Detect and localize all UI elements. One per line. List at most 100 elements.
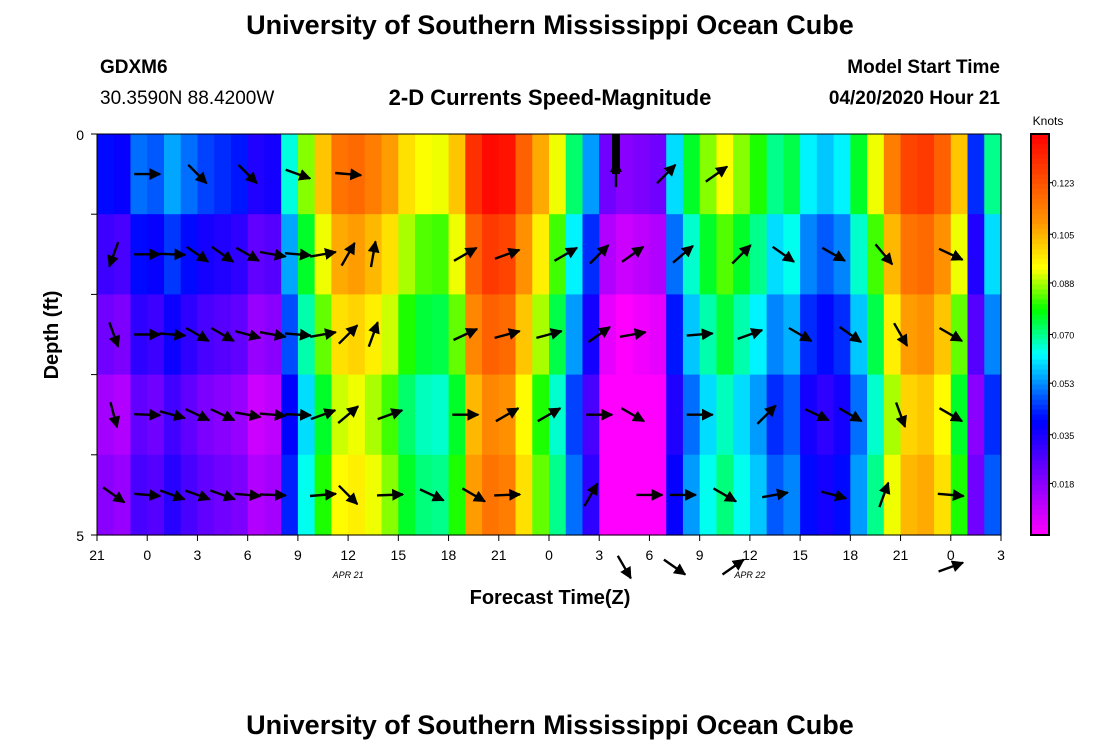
heatmap-cell [783, 134, 801, 215]
heatmap-cell [515, 454, 533, 536]
heatmap-cell [415, 294, 433, 376]
heatmap-cell [867, 134, 885, 215]
colorbar-segment [1031, 259, 1049, 265]
y-tick-label: 5 [76, 528, 84, 544]
current-vector-arrow [537, 407, 562, 423]
heatmap-cell [716, 134, 734, 215]
y-axis-label: Depth (ft) [41, 291, 63, 380]
heatmap-cell [348, 454, 366, 536]
colorbar-segment [1031, 399, 1049, 406]
current-vector-arrow [938, 247, 964, 261]
heatmap-cell [783, 294, 801, 376]
y-ticks: 0 5 [76, 127, 84, 544]
colorbar-segment [1031, 449, 1049, 456]
heatmap-cell [649, 214, 667, 295]
heatmap-cell [883, 374, 902, 456]
x-tick-label: 15 [792, 547, 808, 563]
heatmap-cell [113, 294, 132, 376]
colorbar-segment [1031, 374, 1049, 381]
x-tick-label: 21 [491, 547, 507, 563]
colorbar-segment [1031, 269, 1049, 275]
heatmap-cell [482, 214, 500, 295]
colorbar-segment [1031, 514, 1049, 521]
current-vector-arrow [134, 408, 162, 421]
heatmap-cell [448, 294, 466, 376]
colorbar-segment [1031, 244, 1049, 250]
heatmap-cell [733, 134, 751, 215]
heatmap-cell [749, 374, 768, 456]
colorbar-segment [1031, 284, 1049, 290]
heatmap-cell [230, 294, 249, 376]
date-label: APR 22 [733, 570, 765, 580]
current-vector-arrow [159, 489, 186, 502]
heatmap-cell [867, 214, 885, 295]
colorbar-segment [1031, 294, 1049, 301]
current-vector-arrow [376, 488, 405, 501]
colorbar-segment [1031, 144, 1049, 150]
colorbar-segment [1031, 429, 1049, 436]
current-vector-arrow [893, 322, 909, 347]
current-vector-arrow [756, 404, 777, 425]
current-vector-arrow [335, 168, 363, 181]
current-vector-arrow [587, 326, 611, 343]
heatmap-cell [415, 454, 433, 536]
current-vector-arrow [821, 246, 846, 262]
current-vector-arrow [234, 489, 262, 502]
colorbar-segment [1031, 159, 1049, 165]
heatmap-cell [482, 134, 500, 215]
heatmap-cell [615, 214, 634, 295]
current-vector-arrow [186, 245, 210, 263]
heatmap-cell [180, 214, 199, 295]
heatmap-cell [549, 454, 567, 536]
heatmap-cell [766, 134, 784, 215]
x-tick-label: 18 [441, 547, 457, 563]
colorbar-segment [1031, 394, 1049, 401]
heatmap-cell [850, 134, 868, 215]
heatmap-cell [331, 294, 349, 376]
heatmap-cell [415, 214, 433, 295]
colorbar-segment [1031, 319, 1049, 326]
heatmap-cell [766, 294, 784, 376]
colorbar-segment [1031, 304, 1049, 311]
heatmap-cell [230, 214, 249, 295]
current-vector-arrow [284, 248, 312, 261]
colorbar-segment [1031, 344, 1049, 351]
heatmap-cell [348, 214, 366, 295]
heatmap-cell [783, 454, 801, 536]
heatmap-cell [649, 374, 667, 456]
heatmap-cell [917, 454, 935, 536]
current-vector-arrow [235, 246, 260, 262]
station-id: GDXM6 [100, 57, 168, 78]
colorbar-segment [1031, 139, 1049, 145]
vector-arrows [102, 159, 965, 580]
colorbar-segment [1031, 519, 1049, 526]
colorbar-segment [1031, 209, 1049, 215]
current-vector-arrow [259, 488, 287, 501]
current-vector-arrow [494, 488, 522, 501]
heatmap-cell [800, 214, 818, 295]
heatmap-cell [97, 374, 115, 456]
colorbar-segment [1031, 224, 1049, 230]
colorbar-segment [1031, 474, 1049, 481]
current-vector-arrow [452, 327, 479, 342]
heatmap-cell [833, 374, 851, 456]
footer-title: University of Southern Mississippi Ocean… [246, 710, 854, 740]
colorbar-segment [1031, 384, 1049, 391]
x-tick-label: 18 [843, 547, 859, 563]
colorbar-segment [1031, 219, 1049, 225]
chart-subtitle: 2-D Currents Speed-Magnitude [388, 85, 712, 110]
current-vector-arrow [894, 402, 907, 429]
current-vector-arrow [495, 407, 520, 423]
current-vector-arrow [712, 487, 738, 503]
x-tick-label: 9 [294, 547, 302, 563]
heatmap-cell [883, 214, 902, 295]
colorbar-label: 0.018 [1052, 479, 1075, 489]
current-vector-arrow [656, 164, 677, 185]
current-vector-arrow [338, 484, 359, 505]
heatmap-cell [967, 294, 985, 376]
heatmap-cell [515, 374, 533, 456]
current-vector-arrow [259, 248, 287, 261]
heatmap-cell [549, 214, 567, 295]
colorbar-segment [1031, 439, 1049, 446]
